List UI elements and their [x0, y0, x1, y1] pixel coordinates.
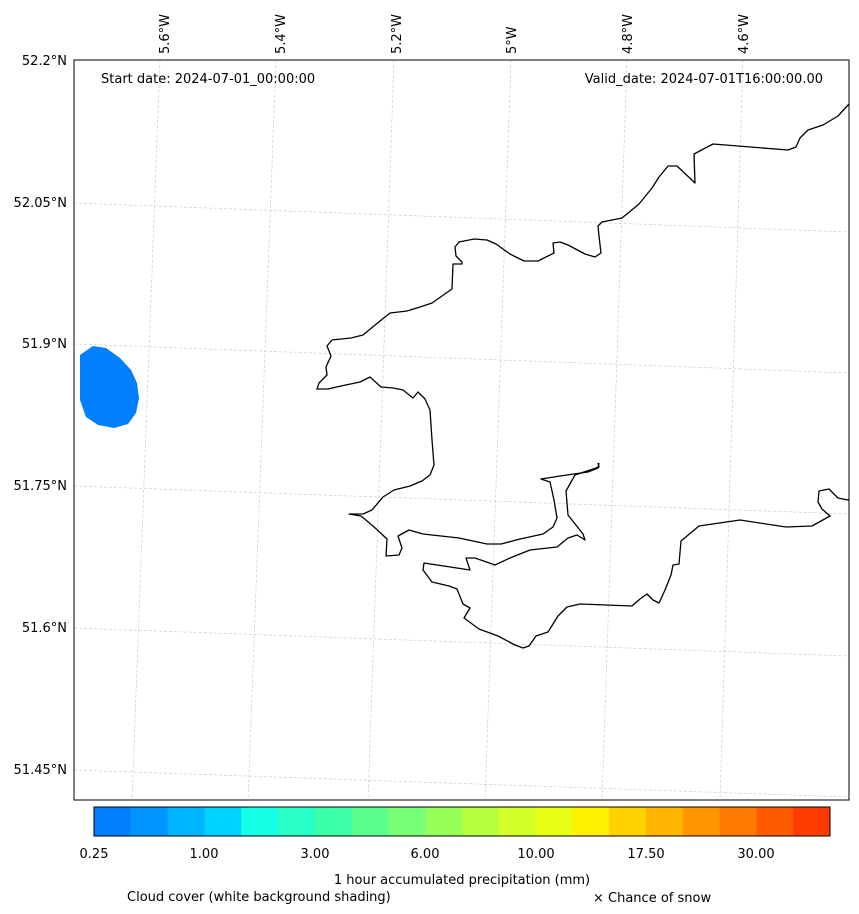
coastline-pembrokeshire	[316, 103, 850, 557]
colorbar-tick-3: 6.00	[411, 847, 440, 862]
coastline-milford-haven	[422, 462, 850, 649]
colorbar-segment	[462, 807, 500, 836]
valid-date-label: Valid_date: 2024-07-01T16:00:00.00	[585, 72, 823, 87]
colorbar-segment	[167, 807, 205, 836]
colorbar-segment	[572, 807, 610, 836]
gridline-lat-51.75	[73, 485, 850, 515]
cloud-cover-note: Cloud cover (white background shading)	[127, 890, 391, 905]
colorbar-segment	[646, 807, 684, 836]
colorbar-segment	[351, 807, 389, 836]
map-frame	[73, 59, 850, 801]
colorbar-segment	[609, 807, 647, 836]
lat-label-4: 51.6°N	[22, 621, 67, 636]
gridline-lon-5.4	[247, 59, 277, 801]
colorbar-segment	[498, 807, 537, 836]
lat-label-0: 52.2°N	[22, 54, 67, 69]
lon-label-2: 5.2°W	[390, 14, 405, 54]
lon-label-5: 4.6°W	[737, 14, 752, 54]
colorbar-tick-labels: 0.25 1.00 3.00 6.00 10.00 17.50 30.00	[80, 847, 775, 862]
gridline-lat-51.45	[73, 769, 850, 798]
colorbar-segment	[278, 807, 316, 836]
start-date-label: Start date: 2024-07-01_00:00:00	[101, 72, 315, 87]
colorbar-segment	[130, 807, 169, 836]
colorbar-label: 1 hour accumulated precipitation (mm)	[334, 873, 590, 888]
colorbar-tick-2: 3.00	[301, 847, 330, 862]
gridline-lat-51.6	[73, 627, 850, 657]
colorbar-segment	[241, 807, 279, 836]
colorbar	[94, 807, 831, 836]
colorbar-segment	[719, 807, 757, 836]
colorbar-segment	[535, 807, 573, 836]
map-gridlines	[73, 59, 850, 801]
lon-label-0: 5.6°W	[158, 14, 173, 54]
colorbar-frame	[93, 806, 831, 837]
gridline-lon-5.6	[131, 59, 161, 801]
colorbar-segment	[94, 807, 132, 836]
colorbar-tick-6: 30.00	[737, 847, 774, 862]
gridline-lon-4.8	[601, 59, 628, 801]
colorbar-segment	[425, 807, 463, 836]
gridline-lon-5.2	[367, 59, 395, 801]
gridline-lat-52.05	[73, 202, 850, 233]
gridline-lon-5	[484, 59, 512, 801]
lat-label-2: 51.9°N	[22, 337, 67, 352]
colorbar-tick-4: 10.00	[517, 847, 554, 862]
colorbar-segment	[388, 807, 426, 836]
lon-label-4: 4.8°W	[621, 14, 636, 54]
coastlines	[316, 103, 850, 649]
colorbar-segment	[314, 807, 353, 836]
colorbar-tick-5: 17.50	[627, 847, 664, 862]
lat-label-5: 51.45°N	[14, 763, 67, 778]
lon-label-3: 5°W	[505, 26, 520, 54]
precipitation-area	[80, 346, 139, 428]
latitude-labels: 52.2°N 52.05°N 51.9°N 51.75°N 51.6°N 51.…	[14, 54, 67, 778]
gridline-lat-51.9	[73, 343, 850, 374]
longitude-labels: 5.6°W 5.4°W 5.2°W 5°W 4.8°W 4.6°W	[158, 14, 752, 54]
snow-chance-note: × Chance of snow	[593, 891, 711, 906]
colorbar-tick-0: 0.25	[80, 847, 109, 862]
lon-label-1: 5.4°W	[274, 14, 289, 54]
colorbar-tick-1: 1.00	[190, 847, 219, 862]
lat-label-3: 51.75°N	[14, 479, 67, 494]
colorbar-segment	[793, 807, 831, 836]
colorbar-segment	[682, 807, 721, 836]
colorbar-segment	[204, 807, 242, 836]
lat-label-1: 52.05°N	[14, 196, 67, 211]
colorbar-segment	[756, 807, 794, 836]
gridline-lon-4.6	[719, 59, 744, 801]
